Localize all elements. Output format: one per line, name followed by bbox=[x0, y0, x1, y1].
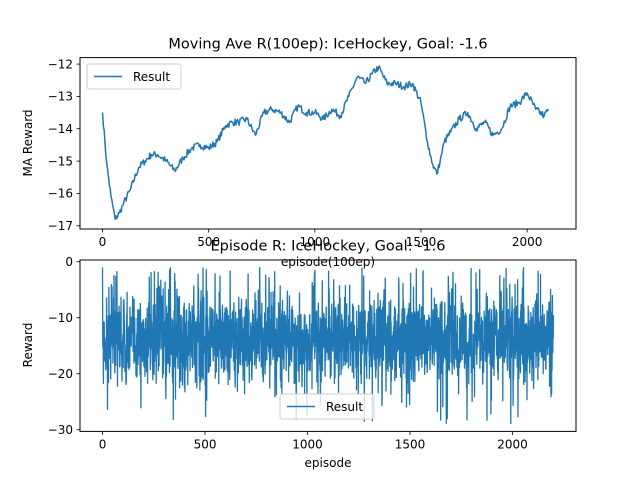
bottom-x-tick-label: 0 bbox=[99, 437, 107, 451]
bottom-x-tick-label: 500 bbox=[194, 437, 217, 451]
top-x-tick-label: 2000 bbox=[512, 235, 543, 249]
bottom-x-axis-label: episode bbox=[305, 456, 352, 470]
top-y-tick-label: −12 bbox=[48, 57, 73, 71]
bottom-y-axis-label: Reward bbox=[21, 323, 35, 368]
bottom-y-tick-label: −30 bbox=[48, 423, 73, 437]
top-plot-area bbox=[101, 65, 550, 221]
bottom-legend-label: Result bbox=[326, 400, 363, 414]
bottom-series-line-result bbox=[101, 266, 555, 425]
top-axes-frame bbox=[79, 57, 577, 230]
bottom-chart-title: Episode R: IceHockey, Goal: -1.6 bbox=[210, 239, 445, 255]
bottom-y-ticks: 0 −10 −20 −30 bbox=[48, 255, 80, 437]
bottom-axes-frame bbox=[79, 259, 577, 432]
top-x-ticks: 0 500 1000 1500 2000 bbox=[99, 229, 543, 249]
top-y-axis-label: MA Reward bbox=[21, 109, 35, 176]
bottom-x-tick-label: 2000 bbox=[497, 437, 528, 451]
top-x-tick-label: 1000 bbox=[300, 235, 331, 249]
top-y-tick-label: −16 bbox=[48, 187, 73, 201]
top-y-tick-label: −15 bbox=[48, 154, 73, 168]
bottom-y-tick-label: 0 bbox=[65, 255, 73, 269]
bottom-legend-box bbox=[279, 393, 375, 420]
top-series-line-result bbox=[101, 65, 550, 221]
top-legend-label: Result bbox=[133, 70, 170, 84]
top-chart: Moving Ave R(100ep): IceHockey, Goal: -1… bbox=[21, 37, 577, 269]
bottom-y-tick-label: −20 bbox=[48, 367, 73, 381]
top-y-tick-label: −13 bbox=[48, 90, 73, 104]
bottom-chart: Episode R: IceHockey, Goal: -1.6 0 500 100… bbox=[21, 239, 577, 470]
bottom-x-tick-label: 1500 bbox=[395, 437, 426, 451]
top-x-axis-label: episode(100ep) bbox=[281, 255, 375, 269]
top-x-tick-label: 1500 bbox=[406, 235, 437, 249]
top-y-tick-label: −17 bbox=[48, 219, 73, 233]
bottom-legend: Result bbox=[279, 393, 375, 420]
bottom-y-tick-label: −10 bbox=[48, 311, 73, 325]
top-legend: Result bbox=[86, 63, 182, 90]
top-legend-box bbox=[86, 63, 182, 90]
top-chart-title: Moving Ave R(100ep): IceHockey, Goal: -1… bbox=[168, 37, 487, 53]
top-y-ticks: −17 −16 −15 −14 −13 −12 bbox=[48, 57, 80, 233]
bottom-x-tick-label: 1000 bbox=[292, 437, 323, 451]
bottom-plot-area bbox=[101, 266, 555, 425]
top-x-tick-label: 0 bbox=[99, 235, 107, 249]
top-y-tick-label: −14 bbox=[48, 122, 73, 136]
bottom-x-ticks: 0 500 1000 1500 2000 bbox=[99, 431, 528, 451]
top-x-tick-label: 500 bbox=[197, 235, 220, 249]
